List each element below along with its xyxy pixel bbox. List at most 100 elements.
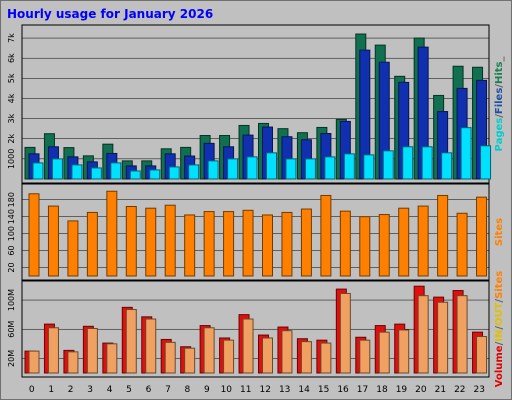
y-tick-label: 5k: [7, 73, 16, 83]
bar-pages_files_hits-pages-9: [207, 160, 219, 180]
bar-sites-sites-21: [437, 194, 449, 277]
x-tick-label: 6: [146, 385, 152, 395]
bar-sites-sites-10: [223, 211, 235, 277]
y-tick-label: 7k: [7, 33, 16, 43]
x-tick-label: 9: [204, 385, 210, 395]
bar-sites-sites-5: [125, 205, 137, 277]
bar-pages_files_hits-pages-11: [246, 156, 258, 180]
legend-entry: /: [494, 326, 505, 330]
bar-pages_files_hits-pages-18: [382, 150, 394, 180]
bar-sites-sites-1: [47, 205, 59, 277]
x-tick-label: 14: [298, 385, 310, 395]
y-tick-label: 60M: [7, 321, 16, 338]
y-tick-label: 180: [7, 192, 16, 207]
x-tick-label: 20: [415, 385, 427, 395]
bar-volume-out-17: [359, 339, 371, 374]
bar-volume-out-23: [476, 336, 488, 374]
x-tick-label: 1: [48, 385, 54, 395]
x-tick-label: 0: [29, 385, 35, 395]
bar-pages_files_hits-pages-2: [71, 164, 83, 180]
bar-volume-out-12: [262, 337, 273, 374]
x-tick-label: 16: [337, 385, 349, 395]
bar-sites-sites-0: [28, 193, 40, 277]
legend-entry: /: [494, 299, 505, 303]
bar-volume-out-14: [300, 341, 312, 374]
bar-volume-out-19: [398, 329, 410, 374]
y-tick-label: 100: [7, 226, 16, 241]
bar-sites-sites-4: [106, 190, 118, 277]
bar-volume-out-16: [339, 292, 351, 374]
x-tick-label: 15: [318, 385, 329, 395]
bar-pages_files_hits-pages-6: [149, 169, 161, 180]
bar-sites-sites-11: [242, 209, 254, 277]
bar-sites-sites-6: [145, 207, 157, 277]
bar-sites-sites-22: [456, 212, 468, 277]
bar-sites-sites-23: [476, 196, 488, 277]
bar-sites-sites-19: [398, 207, 410, 277]
x-tick-label: 19: [396, 385, 408, 395]
bar-pages_files_hits-pages-3: [90, 167, 102, 180]
bar-volume-out-2: [67, 351, 79, 374]
bar-pages_files_hits-pages-21: [441, 152, 453, 180]
legend-entry: Pages: [494, 118, 505, 152]
y-tick-label: 1000: [7, 149, 16, 169]
y-tick-label: 4k: [7, 93, 16, 103]
bar-pages_files_hits-pages-10: [227, 158, 239, 180]
y-tick-label: 140: [7, 209, 16, 224]
bar-volume-out-1: [47, 327, 59, 374]
bar-pages_files_hits-pages-17: [363, 154, 375, 180]
bar-volume-out-3: [86, 328, 98, 374]
bar-pages_files_hits-pages-13: [285, 158, 297, 180]
bar-sites-sites-18: [378, 214, 390, 277]
bar-sites-sites-16: [339, 210, 351, 277]
bar-pages_files_hits-pages-22: [460, 127, 472, 180]
bar-sites-sites-8: [184, 214, 196, 277]
bar-pages_files_hits-pages-23: [480, 145, 492, 180]
bar-pages_files_hits-pages-7: [168, 166, 180, 180]
legend-entry: Volume: [494, 345, 505, 387]
x-tick-label: 8: [185, 385, 191, 395]
x-tick-label: 13: [279, 385, 290, 395]
bar-volume-out-11: [242, 318, 254, 374]
bar-pages_files_hits-pages-15: [324, 156, 336, 180]
bar-volume-out-6: [145, 318, 157, 374]
bar-volume-out-18: [378, 331, 390, 374]
bar-volume-out-10: [223, 339, 235, 374]
legend-entry: Sites: [494, 271, 505, 299]
bar-pages_files_hits-pages-8: [188, 164, 200, 180]
bar-pages_files_hits-pages-0: [32, 162, 44, 180]
x-tick-label: 4: [107, 385, 113, 395]
bar-volume-out-15: [320, 342, 332, 374]
legend-entry: OUT: [494, 302, 505, 326]
bar-pages_files_hits-pages-5: [129, 170, 141, 180]
bar-sites-sites-17: [359, 216, 371, 277]
x-tick-label: 11: [240, 385, 251, 395]
bar-volume-out-5: [125, 309, 137, 374]
x-tick-label: 23: [474, 385, 485, 395]
bar-pages_files_hits-pages-1: [51, 158, 63, 180]
x-tick-label: 10: [221, 385, 233, 395]
panel-frame: [21, 183, 490, 281]
bar-sites-sites-20: [417, 205, 429, 277]
legend-entry: IN: [494, 330, 505, 342]
y-tick-label: 100M: [7, 289, 16, 311]
x-tick-label: 18: [376, 385, 388, 395]
y-tick-label: 20M: [7, 350, 16, 367]
bar-pages_files_hits-pages-12: [266, 152, 277, 180]
bar-pages_files_hits-pages-14: [304, 158, 316, 180]
panel-legend: Pages/Files/Hits_: [494, 57, 505, 152]
bar-sites-sites-14: [300, 208, 312, 277]
legend-entry: Sites: [494, 218, 505, 246]
bar-volume-out-13: [281, 330, 293, 374]
legend-entry: /: [494, 341, 505, 345]
x-tick-label: 3: [87, 385, 93, 395]
panel-legend: Volume/IN/OUT/Sites: [494, 271, 505, 388]
legend-entry: _: [494, 57, 505, 62]
panel-sites: 20 60 100 140 180 Sites: [7, 183, 505, 281]
x-tick-label: 22: [454, 385, 465, 395]
bar-volume-out-21: [437, 301, 449, 374]
bar-volume-out-22: [456, 295, 468, 374]
legend-entry: Files: [494, 88, 505, 114]
legend-entry: /: [494, 114, 505, 118]
